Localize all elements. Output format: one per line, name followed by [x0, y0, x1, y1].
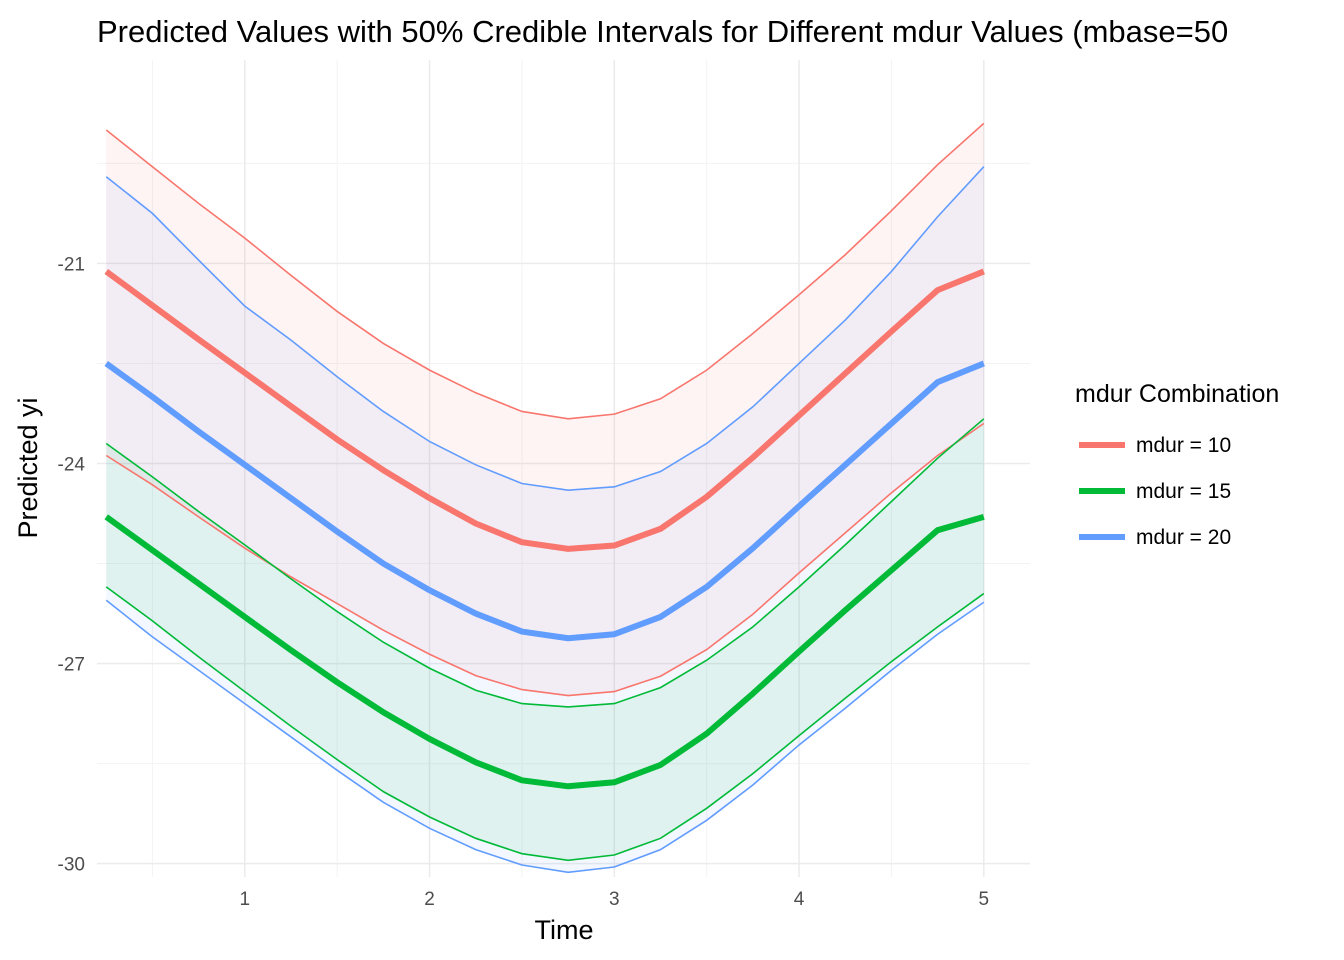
upper-bound-mdur-20 — [105, 166, 985, 491]
legend: mdur Combination mdur = 10 mdur = 15 mdur … — [1075, 380, 1279, 549]
upper-bound-mdur-10 — [105, 122, 985, 420]
y-axis-title: Predicted yi — [13, 397, 43, 538]
lower-bound-mdur-15 — [105, 586, 985, 862]
x-tick-labels: 1 2 3 4 5 — [240, 889, 990, 910]
x-tick-label: 1 — [240, 889, 251, 910]
upper-bound-mdur-15 — [105, 418, 985, 708]
legend-label-mdur-15: mdur = 15 — [1136, 480, 1231, 503]
lower-bound-mdur-10 — [105, 422, 985, 697]
lower-bound-mdur-20 — [105, 599, 985, 874]
y-tick-labels: -21 -24 -27 -30 — [58, 254, 86, 875]
line-mdur-10 — [104, 268, 985, 552]
legend-title: mdur Combination — [1075, 380, 1279, 408]
line-mdur-20 — [104, 360, 985, 642]
y-tick-label: -27 — [58, 655, 85, 676]
x-tick-label: 4 — [794, 889, 805, 910]
x-axis-title: Time — [535, 915, 594, 945]
interval-bound-lines — [105, 122, 985, 874]
legend-label-mdur-10: mdur = 10 — [1136, 434, 1231, 457]
band-mdur-20 — [106, 166, 984, 873]
band-mdur-10 — [106, 123, 984, 696]
line-mdur-15 — [104, 513, 985, 790]
y-tick-label: -21 — [58, 254, 85, 275]
credible-interval-bands — [106, 123, 984, 873]
gridlines — [97, 60, 1030, 877]
chart-title: Predicted Values with 50% Credible Inter… — [97, 14, 1228, 49]
x-tick-label: 5 — [979, 889, 990, 910]
legend-label-mdur-20: mdur = 20 — [1136, 526, 1231, 549]
y-tick-label: -30 — [58, 855, 85, 876]
y-tick-label: -24 — [58, 454, 86, 475]
x-tick-label: 3 — [609, 889, 620, 910]
x-tick-label: 2 — [424, 889, 435, 910]
mean-lines — [104, 268, 985, 790]
band-mdur-15 — [106, 418, 984, 861]
